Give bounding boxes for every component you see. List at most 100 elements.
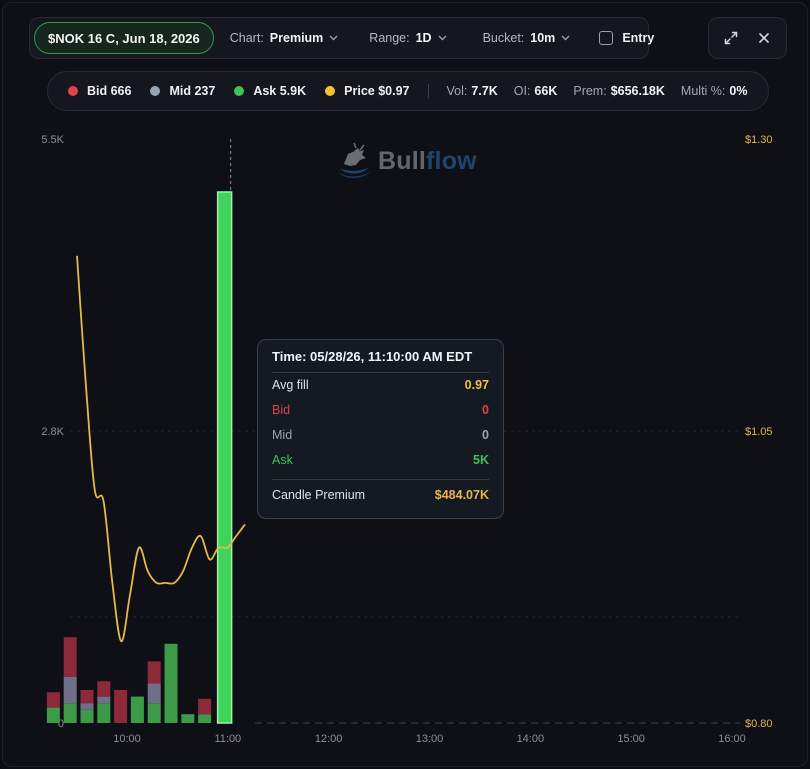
ticker-pill[interactable]: $NOK 16 C, Jun 18, 2026 bbox=[34, 22, 214, 54]
entry-label: Entry bbox=[622, 31, 655, 45]
legend-dot-bid bbox=[68, 86, 78, 96]
chevron-down-icon bbox=[438, 35, 447, 41]
x-tick-label: 15:00 bbox=[617, 733, 645, 745]
bar-mid bbox=[63, 676, 77, 704]
bucket-dropdown[interactable]: Bucket: 10m bbox=[483, 31, 571, 45]
legend-label-bid: Bid 666 bbox=[87, 84, 132, 98]
bar-bid bbox=[80, 690, 94, 704]
bar-bid bbox=[114, 690, 128, 723]
range-dropdown[interactable]: Range: 1D bbox=[369, 31, 447, 45]
close-icon bbox=[758, 33, 769, 43]
bar-ask bbox=[198, 714, 212, 723]
tooltip-label-ask: Ask bbox=[272, 453, 293, 467]
stat-oi-label: OI: bbox=[513, 84, 531, 98]
bar-ask bbox=[147, 703, 161, 723]
stat-oi-value: 66K bbox=[534, 84, 558, 98]
range-label: Range: bbox=[369, 31, 410, 45]
legend-item-bid: Bid 666 bbox=[68, 84, 131, 98]
chart-type-label: Chart: bbox=[229, 31, 264, 45]
chevron-down-icon bbox=[561, 35, 570, 41]
bar-ask bbox=[80, 709, 94, 723]
y-left-tick-label: 2.8K bbox=[41, 426, 64, 438]
bar-ask bbox=[63, 703, 77, 723]
stat-multi: Multi %: 0% bbox=[681, 84, 748, 98]
stat-premium: Prem: $656.18K bbox=[573, 84, 665, 98]
tooltip-divider bbox=[272, 479, 489, 480]
legend-bar: Bid 666 Mid 237 Ask 5.9K Price $0.97 Vol… bbox=[47, 71, 769, 111]
bar-ask bbox=[181, 714, 195, 723]
watermark-text-flow: flow bbox=[426, 146, 477, 175]
chart-type-value: Premium bbox=[269, 31, 324, 45]
range-value: 1D bbox=[415, 31, 432, 45]
chart-type-dropdown[interactable]: Chart: Premium bbox=[230, 31, 339, 45]
tooltip-value-avg-fill: 0.97 bbox=[464, 378, 489, 392]
tooltip-value-mid: 0 bbox=[482, 428, 489, 442]
bar-ask bbox=[164, 643, 178, 723]
y-right-tick-label: $1.05 bbox=[745, 426, 773, 438]
y-left-tick-label: 5.5K bbox=[41, 134, 64, 146]
tooltip-row-avg-fill: Avg fill 0.97 bbox=[272, 373, 489, 398]
bar-mid bbox=[97, 696, 111, 704]
tooltip-label-mid: Mid bbox=[272, 428, 293, 442]
bar-bid bbox=[46, 692, 60, 708]
stat-premium-value: $656.18K bbox=[610, 84, 665, 98]
bar-bid bbox=[63, 637, 77, 677]
tooltip-footer: Candle Premium $484.07K bbox=[272, 480, 489, 510]
x-tick-label: 16:00 bbox=[718, 733, 746, 745]
price-line bbox=[76, 255, 246, 643]
chart-tooltip: Time: 05/28/26, 11:10:00 AM EDT Avg fill… bbox=[257, 339, 504, 519]
legend-item-mid: Mid 237 bbox=[150, 84, 215, 98]
bar-mid bbox=[80, 703, 94, 710]
toolbar: $NOK 16 C, Jun 18, 2026 Chart: Premium R… bbox=[29, 17, 654, 59]
highlight-bar bbox=[216, 191, 233, 724]
legend-item-ask: Ask 5.9K bbox=[234, 84, 306, 98]
expand-button[interactable] bbox=[719, 26, 743, 50]
y-left-tick-label: 0 bbox=[58, 718, 64, 730]
x-tick-label: 12:00 bbox=[315, 733, 343, 745]
legend-dot-mid bbox=[150, 86, 161, 96]
stat-multi-label: Multi %: bbox=[680, 84, 726, 98]
legend-label-price: Price $0.97 bbox=[344, 84, 410, 98]
y-right-tick-label: $1.30 bbox=[745, 134, 773, 146]
tooltip-row-mid: Mid 0 bbox=[272, 423, 489, 448]
entry-checkbox[interactable] bbox=[599, 31, 614, 45]
bar-mid bbox=[147, 683, 161, 704]
x-tick-label: 14:00 bbox=[517, 733, 545, 745]
tooltip-value-bid: 0 bbox=[482, 403, 489, 417]
bar-ask bbox=[97, 703, 111, 723]
chevron-down-icon bbox=[329, 35, 338, 41]
y-right-tick-label: $0.80 bbox=[745, 718, 773, 730]
bull-logo-icon bbox=[338, 142, 371, 178]
watermark-text-bull: Bull bbox=[378, 146, 427, 175]
legend-dot-ask bbox=[234, 86, 245, 96]
x-tick-label: 13:00 bbox=[416, 733, 444, 745]
legend-dot-price bbox=[325, 86, 336, 96]
tooltip-label-candle-premium: Candle Premium bbox=[272, 488, 366, 502]
stat-volume-value: 7.7K bbox=[471, 84, 498, 98]
stat-volume-label: Vol: bbox=[446, 84, 468, 98]
bucket-value: 10m bbox=[530, 31, 556, 45]
stat-premium-label: Prem: bbox=[573, 84, 607, 98]
tooltip-label-avg-fill: Avg fill bbox=[272, 378, 309, 392]
bar-bid bbox=[97, 681, 111, 697]
tooltip-row-bid: Bid 0 bbox=[272, 398, 489, 423]
legend-label-mid: Mid 237 bbox=[169, 84, 216, 98]
stat-multi-value: 0% bbox=[729, 84, 748, 98]
tooltip-value-ask: 5K bbox=[473, 453, 489, 467]
x-tick-label: 10:00 bbox=[113, 733, 141, 745]
stat-volume: Vol: 7.7K bbox=[446, 84, 497, 98]
entry-toggle[interactable]: Entry bbox=[599, 31, 654, 45]
close-button[interactable] bbox=[752, 26, 776, 50]
stat-open-interest: OI: 66K bbox=[514, 84, 558, 98]
tooltip-label-bid: Bid bbox=[272, 403, 291, 417]
x-tick-label: 11:00 bbox=[214, 733, 241, 745]
legend-divider bbox=[428, 84, 430, 98]
bar-bid bbox=[147, 661, 161, 684]
bar-bid bbox=[198, 698, 212, 715]
tooltip-title: Time: 05/28/26, 11:10:00 AM EDT bbox=[272, 349, 489, 373]
bullflow-watermark: Bullflow bbox=[334, 142, 477, 180]
window-controls bbox=[708, 17, 787, 59]
legend-item-price: Price $0.97 bbox=[325, 84, 409, 98]
bar-ask bbox=[46, 707, 60, 723]
